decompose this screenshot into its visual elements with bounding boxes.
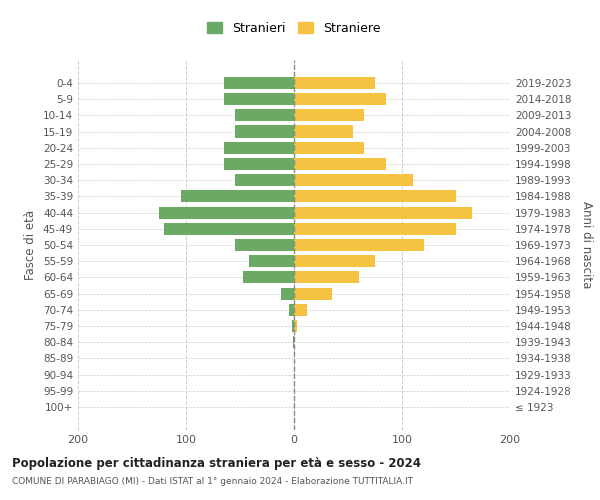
Legend: Stranieri, Straniere: Stranieri, Straniere [203,18,385,38]
Bar [294,93,386,105]
Bar [294,320,297,332]
Bar [294,174,413,186]
Bar [181,190,294,202]
Bar [224,77,294,89]
Y-axis label: Anni di nascita: Anni di nascita [580,202,593,288]
Text: COMUNE DI PARABIAGO (MI) - Dati ISTAT al 1° gennaio 2024 - Elaborazione TUTTITAL: COMUNE DI PARABIAGO (MI) - Dati ISTAT al… [12,478,413,486]
Bar [164,222,294,235]
Bar [292,320,294,332]
Bar [294,142,364,154]
Bar [224,142,294,154]
Bar [294,288,332,300]
Bar [294,77,375,89]
Bar [235,109,294,122]
Bar [224,93,294,105]
Bar [235,174,294,186]
Text: Popolazione per cittadinanza straniera per età e sesso - 2024: Popolazione per cittadinanza straniera p… [12,458,421,470]
Bar [159,206,294,218]
Bar [294,190,456,202]
Bar [224,158,294,170]
Bar [294,158,386,170]
Bar [281,288,294,300]
Bar [235,126,294,138]
Bar [294,222,456,235]
Bar [294,239,424,251]
Bar [248,255,294,268]
Bar [294,206,472,218]
Y-axis label: Fasce di età: Fasce di età [25,210,37,280]
Bar [293,336,294,348]
Bar [294,272,359,283]
Bar [294,304,307,316]
Bar [243,272,294,283]
Bar [294,109,364,122]
Bar [294,255,375,268]
Bar [294,126,353,138]
Bar [235,239,294,251]
Bar [289,304,294,316]
